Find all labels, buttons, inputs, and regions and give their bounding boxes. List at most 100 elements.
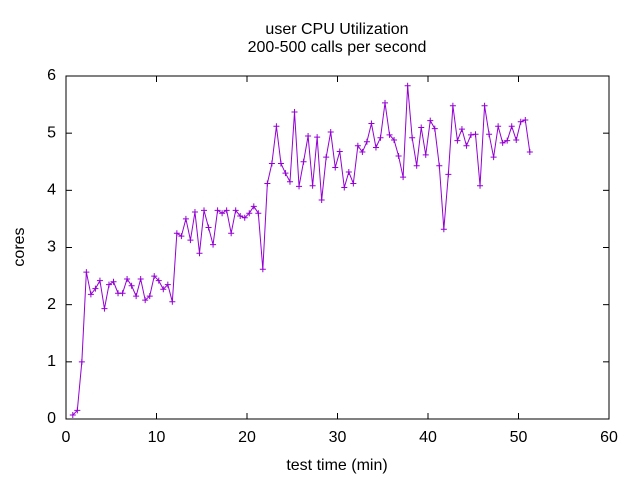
data-point — [404, 82, 411, 89]
data-point — [214, 207, 221, 214]
x-tick-label: 10 — [148, 429, 166, 446]
data-point — [133, 293, 140, 300]
data-point — [169, 298, 176, 305]
data-point — [354, 142, 361, 149]
data-point — [119, 290, 126, 297]
data-point — [458, 126, 465, 133]
x-tick-label: 50 — [510, 429, 528, 446]
data-point — [291, 109, 298, 116]
data-point — [105, 281, 112, 288]
data-point — [449, 102, 456, 109]
x-tick-label: 60 — [600, 429, 618, 446]
data-point — [300, 158, 307, 165]
data-point — [522, 117, 529, 124]
data-point — [241, 214, 248, 221]
chart-title: user CPU Utilization — [265, 21, 408, 38]
data-point — [201, 207, 208, 214]
data-point — [151, 273, 158, 280]
data-point — [314, 134, 321, 141]
data-point — [87, 291, 94, 298]
data-point — [232, 207, 239, 214]
data-point — [318, 197, 325, 204]
data-point — [110, 278, 117, 285]
data-point — [69, 411, 76, 418]
data-point — [427, 117, 434, 124]
data-point — [137, 275, 144, 282]
data-point — [187, 237, 194, 244]
data-point — [350, 180, 357, 187]
data-point — [490, 154, 497, 161]
data-point — [83, 269, 90, 276]
data-point — [431, 125, 438, 132]
data-point — [74, 407, 81, 414]
data-point — [454, 137, 461, 144]
data-point — [395, 153, 402, 160]
data-point — [472, 131, 479, 138]
data-point — [273, 123, 280, 130]
data-point — [345, 169, 352, 176]
data-point — [277, 160, 284, 167]
data-point — [495, 123, 502, 130]
data-point — [142, 297, 149, 304]
data-point — [264, 180, 271, 187]
data-point — [377, 134, 384, 141]
y-tick-label: 5 — [47, 124, 56, 141]
data-point — [237, 213, 244, 220]
data-point — [467, 131, 474, 138]
data-point — [255, 210, 262, 217]
data-point — [418, 124, 425, 131]
data-point — [246, 210, 253, 217]
data-point — [296, 183, 303, 190]
data-line — [72, 85, 531, 416]
x-tick-label: 40 — [419, 429, 437, 446]
y-tick-label: 6 — [47, 67, 56, 84]
data-point — [282, 170, 289, 177]
data-point — [286, 178, 293, 185]
data-point — [268, 160, 275, 167]
data-point — [228, 230, 235, 237]
y-axis-label: cores — [11, 227, 28, 266]
y-tick-label: 1 — [47, 353, 56, 370]
data-point — [486, 131, 493, 138]
data-point — [440, 226, 447, 233]
data-point — [210, 241, 217, 248]
data-point — [508, 123, 515, 130]
data-point — [504, 137, 511, 144]
data-point — [400, 174, 407, 181]
data-point — [96, 277, 103, 284]
data-point — [513, 137, 520, 144]
x-tick-label: 0 — [62, 429, 71, 446]
data-point — [363, 138, 370, 145]
data-point — [336, 148, 343, 155]
plot-border — [65, 75, 610, 420]
y-tick-label: 0 — [47, 410, 56, 427]
x-axis-label: test time (min) — [286, 457, 387, 474]
data-point — [124, 275, 131, 282]
data-point — [463, 142, 470, 149]
chart-subtitle: 200-500 calls per second — [248, 39, 427, 56]
data-point — [305, 133, 312, 140]
data-point — [164, 281, 171, 288]
data-point — [259, 266, 266, 273]
data-point — [219, 210, 226, 217]
data-point — [386, 131, 393, 138]
data-point — [368, 120, 375, 127]
data-point — [391, 137, 398, 144]
data-point — [413, 162, 420, 169]
data-point — [517, 118, 524, 125]
data-point — [341, 184, 348, 191]
data-point — [92, 285, 99, 292]
data-point — [191, 209, 198, 216]
data-point — [196, 250, 203, 257]
data-point — [526, 149, 533, 156]
data-point — [182, 215, 189, 222]
data-point — [205, 224, 212, 231]
data-point — [155, 277, 162, 284]
x-tick-label: 30 — [329, 429, 347, 446]
data-point — [409, 134, 416, 141]
data-point — [250, 203, 257, 210]
data-point — [78, 358, 85, 365]
data-point — [223, 207, 230, 214]
